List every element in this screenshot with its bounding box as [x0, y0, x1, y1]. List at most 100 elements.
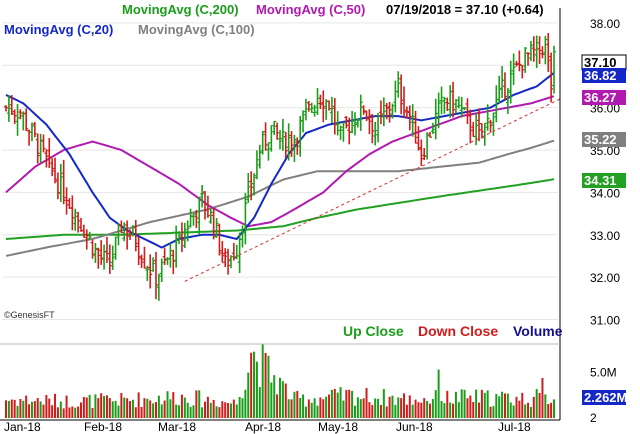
date-tick-label: Mar-18 — [158, 420, 196, 434]
volume-bar — [195, 390, 198, 418]
price-bar — [177, 231, 182, 245]
quote-title: 07/19/2018 = 37.10 (+0.64) — [386, 2, 544, 17]
price-bar — [90, 239, 95, 259]
volume-bar — [276, 394, 279, 418]
volume-bar — [227, 403, 230, 418]
volume-bar — [189, 406, 192, 418]
volume-bar — [388, 396, 391, 418]
volume-bar — [385, 406, 388, 418]
price-bar — [223, 248, 228, 268]
volume-bar — [25, 395, 28, 418]
price-bar — [78, 217, 83, 232]
volume-bar — [509, 402, 512, 418]
price-bar — [84, 229, 89, 250]
volume-bar — [400, 398, 403, 418]
price-bar — [381, 97, 386, 127]
price-bar — [130, 225, 135, 237]
ma20-value-badge: 36.82 — [582, 68, 626, 83]
volume-bar — [19, 398, 22, 418]
price-bar — [292, 135, 297, 163]
volume-bar — [30, 401, 33, 418]
volume-bar — [114, 400, 117, 418]
price-bar — [197, 196, 202, 235]
volume-bar — [293, 391, 296, 418]
volume-bar — [313, 398, 316, 418]
price-bar — [543, 35, 548, 65]
price-bar — [102, 244, 107, 270]
volume-bar — [503, 393, 506, 418]
price-bar — [38, 133, 43, 163]
price-bar — [482, 122, 487, 146]
volume-bar — [235, 404, 238, 418]
price-bar — [439, 86, 444, 115]
volume-bar — [362, 398, 365, 418]
volume-bar — [186, 402, 189, 418]
price-bars — [4, 33, 556, 301]
price-bar — [249, 171, 254, 201]
price-bar — [459, 96, 464, 118]
volume-bar — [397, 397, 400, 418]
date-tick-label: Jan-18 — [4, 420, 41, 434]
volume-bar — [16, 405, 19, 418]
price-bar — [228, 255, 233, 269]
price-tick-label: 38.00 — [590, 17, 620, 31]
price-bar — [254, 150, 259, 180]
price-bar — [433, 98, 438, 140]
volume-bar — [149, 400, 152, 418]
volume-bar — [322, 399, 325, 418]
volume-bar — [62, 408, 65, 418]
volume-bar — [345, 390, 348, 418]
price-bar — [87, 231, 92, 240]
price-bar — [29, 122, 34, 142]
volume-bar — [206, 396, 209, 418]
price-bar — [188, 208, 193, 228]
volume-bar — [59, 401, 62, 418]
price-bar — [295, 137, 300, 155]
volume-bar — [356, 397, 359, 418]
volume-bar — [443, 403, 446, 418]
price-bar — [436, 92, 441, 129]
price-bar — [260, 130, 265, 155]
price-bar — [453, 98, 458, 114]
price-bar — [107, 244, 112, 274]
volume-bar — [157, 395, 160, 418]
price-bar — [12, 109, 17, 125]
price-tick-label: 31.00 — [590, 314, 620, 328]
price-bar — [534, 35, 539, 69]
volume-bar — [469, 395, 472, 418]
volume-bar — [426, 400, 429, 418]
volume-bar — [175, 404, 178, 418]
volume-bar — [452, 403, 455, 418]
price-bar — [396, 71, 401, 98]
volume-bar — [183, 397, 186, 418]
volume-bar — [258, 387, 261, 418]
price-bar — [278, 130, 282, 150]
volume-bar — [437, 369, 440, 418]
volume-bar — [117, 405, 120, 418]
price-bar — [171, 249, 176, 275]
volume-bar — [501, 391, 504, 418]
volume-bar — [449, 402, 452, 418]
price-bar — [384, 102, 389, 120]
volume-bar — [134, 407, 137, 418]
price-bar — [451, 81, 456, 118]
price-bar — [427, 132, 432, 138]
volume-bar — [325, 396, 328, 418]
price-bar — [500, 66, 505, 98]
price-bar — [133, 220, 138, 252]
price-bar — [528, 40, 533, 62]
volume-bar — [547, 404, 550, 418]
volume-bar — [411, 404, 414, 418]
volume-bar — [7, 400, 10, 418]
volume-bar — [160, 404, 163, 418]
volume-bar — [264, 352, 267, 418]
volume-bar — [270, 382, 273, 418]
badge-box — [582, 132, 626, 147]
price-bar — [390, 103, 395, 119]
volume-bar — [417, 402, 420, 418]
price-bar — [505, 88, 510, 114]
badge-box — [582, 90, 626, 105]
volume-bar — [85, 397, 88, 418]
price-bar — [376, 112, 381, 143]
price-bar — [61, 159, 66, 205]
